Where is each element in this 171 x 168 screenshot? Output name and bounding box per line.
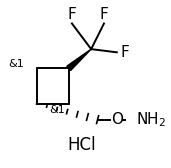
Text: F: F: [120, 45, 129, 60]
Text: O: O: [111, 112, 123, 127]
Text: F: F: [100, 7, 108, 22]
Text: &1: &1: [49, 105, 65, 115]
Text: HCl: HCl: [67, 136, 96, 154]
Text: &1: &1: [8, 58, 24, 69]
Text: NH$_2$: NH$_2$: [136, 110, 166, 129]
Text: F: F: [68, 7, 76, 22]
Polygon shape: [67, 49, 91, 71]
